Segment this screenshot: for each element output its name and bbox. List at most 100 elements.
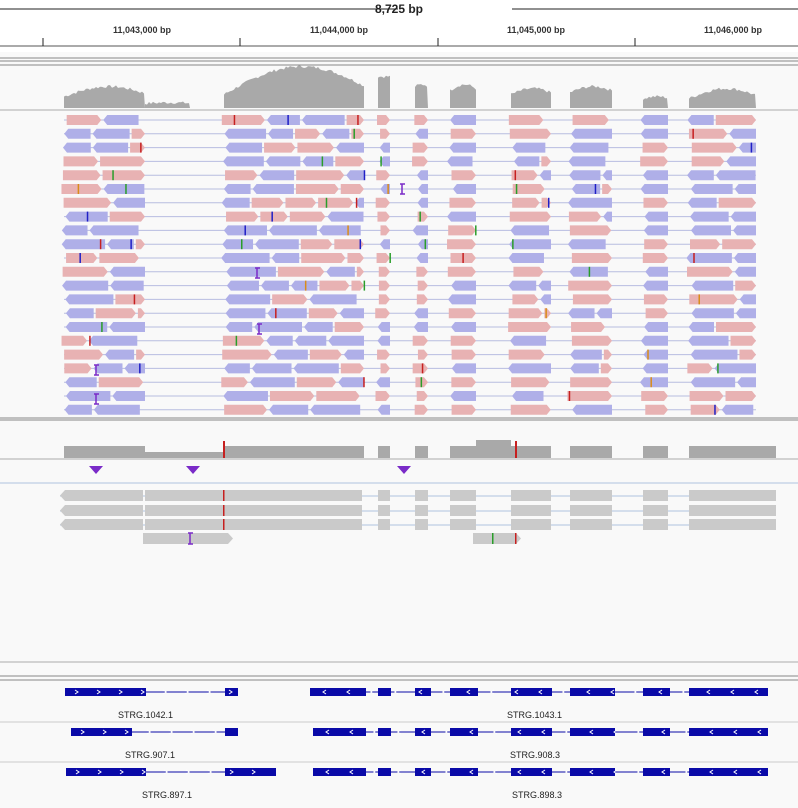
read <box>64 349 104 360</box>
read <box>319 280 350 291</box>
read <box>255 239 299 250</box>
read <box>62 280 109 291</box>
read <box>109 322 145 332</box>
strand-arrow-icon <box>118 689 123 695</box>
read <box>687 115 714 125</box>
sample2-alignment-track[interactable] <box>60 490 776 545</box>
mismatch-mark <box>547 197 550 208</box>
gene-tracks[interactable] <box>65 688 768 776</box>
read <box>103 184 145 194</box>
sample1-coverage-track[interactable] <box>64 65 756 108</box>
read <box>643 225 668 236</box>
sample1-alignment-track[interactable] <box>61 115 756 415</box>
read <box>105 349 135 360</box>
mismatch-mark <box>347 225 349 236</box>
coverage-bar <box>145 452 224 458</box>
read <box>645 266 668 277</box>
read <box>730 335 756 346</box>
read <box>249 377 295 388</box>
gene-exon <box>450 728 478 736</box>
gene-label[interactable]: STRG.907.1 <box>125 750 176 760</box>
sample2-coverage-track[interactable] <box>64 440 776 458</box>
read <box>688 128 728 139</box>
read <box>251 197 284 208</box>
read <box>340 184 364 194</box>
gene-label[interactable]: STRG.1043.1 <box>507 710 563 720</box>
read <box>252 184 294 194</box>
read <box>451 377 476 388</box>
read <box>124 363 145 374</box>
read <box>65 294 114 305</box>
strand-arrow-icon <box>538 689 543 695</box>
read <box>92 128 130 139</box>
read <box>290 280 318 291</box>
strand-arrow-icon <box>754 689 759 695</box>
mismatch-mark <box>99 239 102 250</box>
read <box>143 533 233 544</box>
gene-label[interactable]: STRG.897.1 <box>142 790 193 800</box>
mismatch-mark <box>275 308 277 319</box>
gene-exon <box>313 768 366 776</box>
strand-arrow-icon <box>610 689 615 695</box>
read <box>380 225 390 236</box>
read <box>569 225 612 236</box>
mismatch-mark <box>389 253 391 263</box>
insertion-marker-icon <box>397 466 411 474</box>
read <box>451 363 476 374</box>
gene-label[interactable]: STRG.1042.1 <box>118 710 174 720</box>
read <box>379 142 390 153</box>
coverage-area <box>224 65 364 108</box>
read <box>254 322 303 332</box>
read <box>377 349 390 360</box>
read <box>690 239 721 250</box>
coverage-bar <box>415 446 428 458</box>
read <box>413 322 428 332</box>
read <box>98 377 144 388</box>
read <box>377 211 390 222</box>
read <box>447 156 473 167</box>
read <box>66 253 98 263</box>
strand-arrow-icon <box>373 769 378 775</box>
read <box>508 349 545 360</box>
gene-label[interactable]: STRG.908.3 <box>510 750 561 760</box>
read <box>110 280 144 291</box>
mismatch-mark <box>112 170 114 181</box>
strand-arrow-icon <box>637 769 642 775</box>
read <box>65 391 111 401</box>
mismatch-mark <box>588 266 591 277</box>
read <box>301 115 345 125</box>
gene-exon <box>511 728 552 736</box>
mismatch-mark <box>89 335 91 346</box>
read <box>544 308 551 319</box>
mismatch-mark <box>287 115 289 125</box>
read <box>225 170 258 181</box>
mismatch-mark <box>223 490 225 501</box>
gene-exon <box>570 728 615 736</box>
mismatch-mark <box>424 239 427 250</box>
read <box>568 308 595 319</box>
read <box>416 170 428 181</box>
read <box>131 128 145 139</box>
read <box>687 266 733 277</box>
mismatch-mark <box>462 253 464 263</box>
read <box>93 363 123 374</box>
read <box>689 490 776 501</box>
read <box>512 184 545 194</box>
mismatch-mark <box>133 294 136 305</box>
read <box>690 404 720 415</box>
read <box>222 349 272 360</box>
read <box>447 211 476 222</box>
read <box>512 197 540 208</box>
read <box>450 128 476 139</box>
read <box>570 363 599 374</box>
strand-arrow-icon <box>184 689 189 695</box>
strand-arrow-icon <box>565 729 570 735</box>
mismatch-mark <box>77 184 80 194</box>
coverage-bar <box>450 446 476 458</box>
read <box>416 294 428 305</box>
read <box>375 308 390 319</box>
strand-arrow-icon <box>325 729 330 735</box>
mismatch-mark <box>101 322 103 332</box>
gene-label[interactable]: STRG.898.3 <box>512 790 563 800</box>
